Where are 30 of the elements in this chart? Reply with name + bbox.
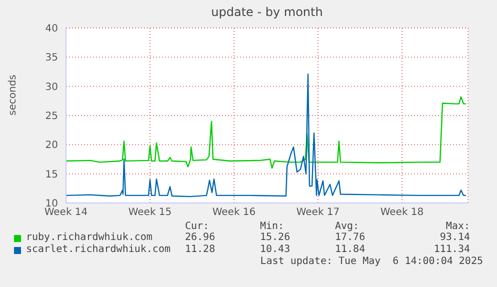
line-series [66,73,467,198]
y-tick-label: 20 [45,140,58,152]
text: Min: [260,221,286,232]
x-tick-label: Week 15 [128,207,172,218]
text: 93.14 [438,232,470,243]
text: 111.34 [432,244,470,255]
y-tick-label: 15 [45,169,58,180]
text: 26.96 [185,232,216,243]
y-axis-title: seconds [8,74,19,116]
text: Max: [444,221,470,232]
y-tick-label: 35 [45,52,58,64]
text: 11.28 [185,244,216,255]
y-tick-label: 30 [45,82,58,93]
text: 11.84 [335,244,366,255]
text: 17.76 [335,232,366,243]
text: Cur: [185,221,210,232]
x-tick-label: Week 18 [380,207,424,218]
y-tick-label: 25 [45,111,58,122]
legend-label: ruby.richardwhiuk.com [26,232,152,243]
text: 15.26 [260,232,292,243]
line-series [66,96,467,169]
y-tick-label: 40 [45,24,58,35]
x-tick-label: Week 16 [212,207,256,218]
x-tick-label: Week 14 [44,207,88,218]
chart-title: update - by month [210,5,324,19]
text: Last update: Tue May 6 14:00:04 2025 [260,256,483,267]
text: 10.43 [260,244,291,255]
x-tick-label: Week 17 [296,207,340,218]
legend-label: scarlet.richardwhiuk.com [26,244,170,255]
text: Avg: [335,221,360,232]
